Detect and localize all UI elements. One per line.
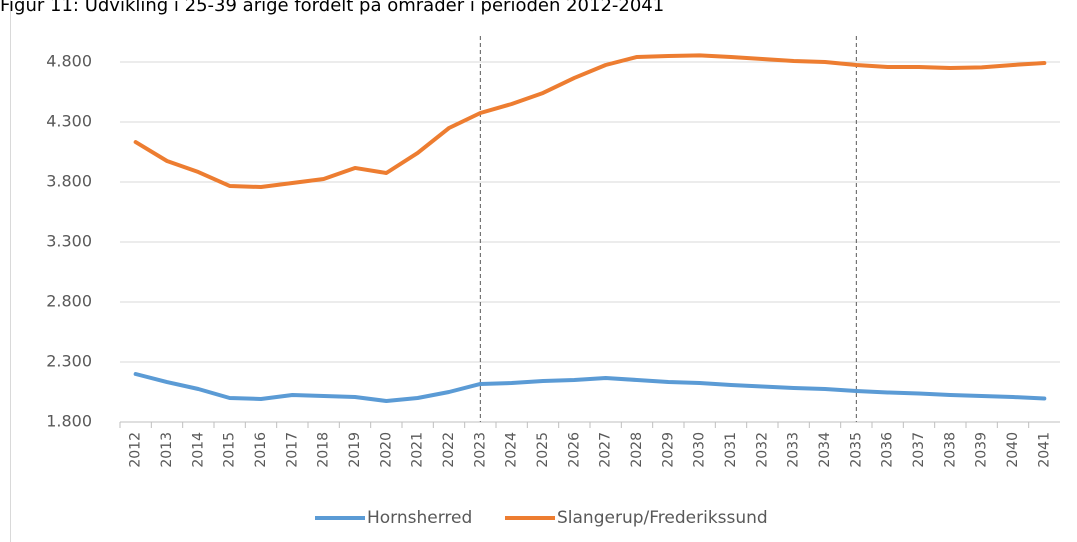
x-tick-label: 2018: [316, 432, 332, 468]
legend-label: Hornsherred: [367, 508, 472, 528]
x-tick-label: 2020: [378, 432, 394, 468]
x-tick-label: 2019: [347, 432, 363, 468]
x-tick-label: 2032: [754, 432, 770, 468]
x-tick-label: 2026: [566, 432, 582, 468]
legend-label: Slangerup/Frederikssund: [557, 508, 768, 528]
x-tick-label: 2031: [723, 432, 739, 468]
x-tick-label: 2036: [880, 432, 896, 468]
series-line: [133, 53, 1047, 190]
y-tick-label: 4.300: [46, 112, 92, 131]
y-tick-label: 3.800: [46, 172, 92, 191]
x-tick-label: 2030: [692, 432, 708, 468]
x-tick-label: 2014: [190, 432, 206, 468]
y-tick-label: 4.800: [46, 52, 92, 71]
y-tick-label: 2.800: [46, 292, 92, 311]
x-tick-label: 2029: [660, 432, 676, 468]
x-tick-label: 2016: [253, 432, 269, 468]
x-tick-label: 2034: [817, 432, 833, 468]
chart-title: Figur 11: Udvikling i 25-39 årige fordel…: [0, 0, 664, 16]
x-tick-label: 2013: [159, 432, 175, 468]
x-tick-label: 2027: [598, 432, 614, 468]
x-tick-label: 2041: [1036, 432, 1052, 468]
x-tick-label: 2038: [942, 432, 958, 468]
series-line: [133, 372, 1047, 403]
x-tick-label: 2012: [128, 432, 144, 468]
x-tick-label: 2040: [1005, 432, 1021, 468]
x-tick-label: 2015: [222, 432, 238, 468]
x-tick-label: 2028: [629, 432, 645, 468]
x-tick-label: 2021: [410, 432, 426, 468]
y-tick-label: 3.300: [46, 232, 92, 251]
x-tick-label: 2024: [504, 432, 520, 468]
y-tick-label: 1.800: [46, 412, 92, 431]
x-tick-label: 2025: [535, 432, 551, 468]
y-tick-label: 2.300: [46, 352, 92, 371]
x-tick-label: 2023: [472, 432, 488, 468]
x-tick-label: 2037: [911, 432, 927, 468]
x-tick-label: 2035: [848, 432, 864, 468]
x-tick-label: 2022: [441, 432, 457, 468]
x-tick-label: 2033: [786, 432, 802, 468]
x-tick-label: 2039: [974, 432, 990, 468]
x-tick-label: 2017: [284, 432, 300, 468]
